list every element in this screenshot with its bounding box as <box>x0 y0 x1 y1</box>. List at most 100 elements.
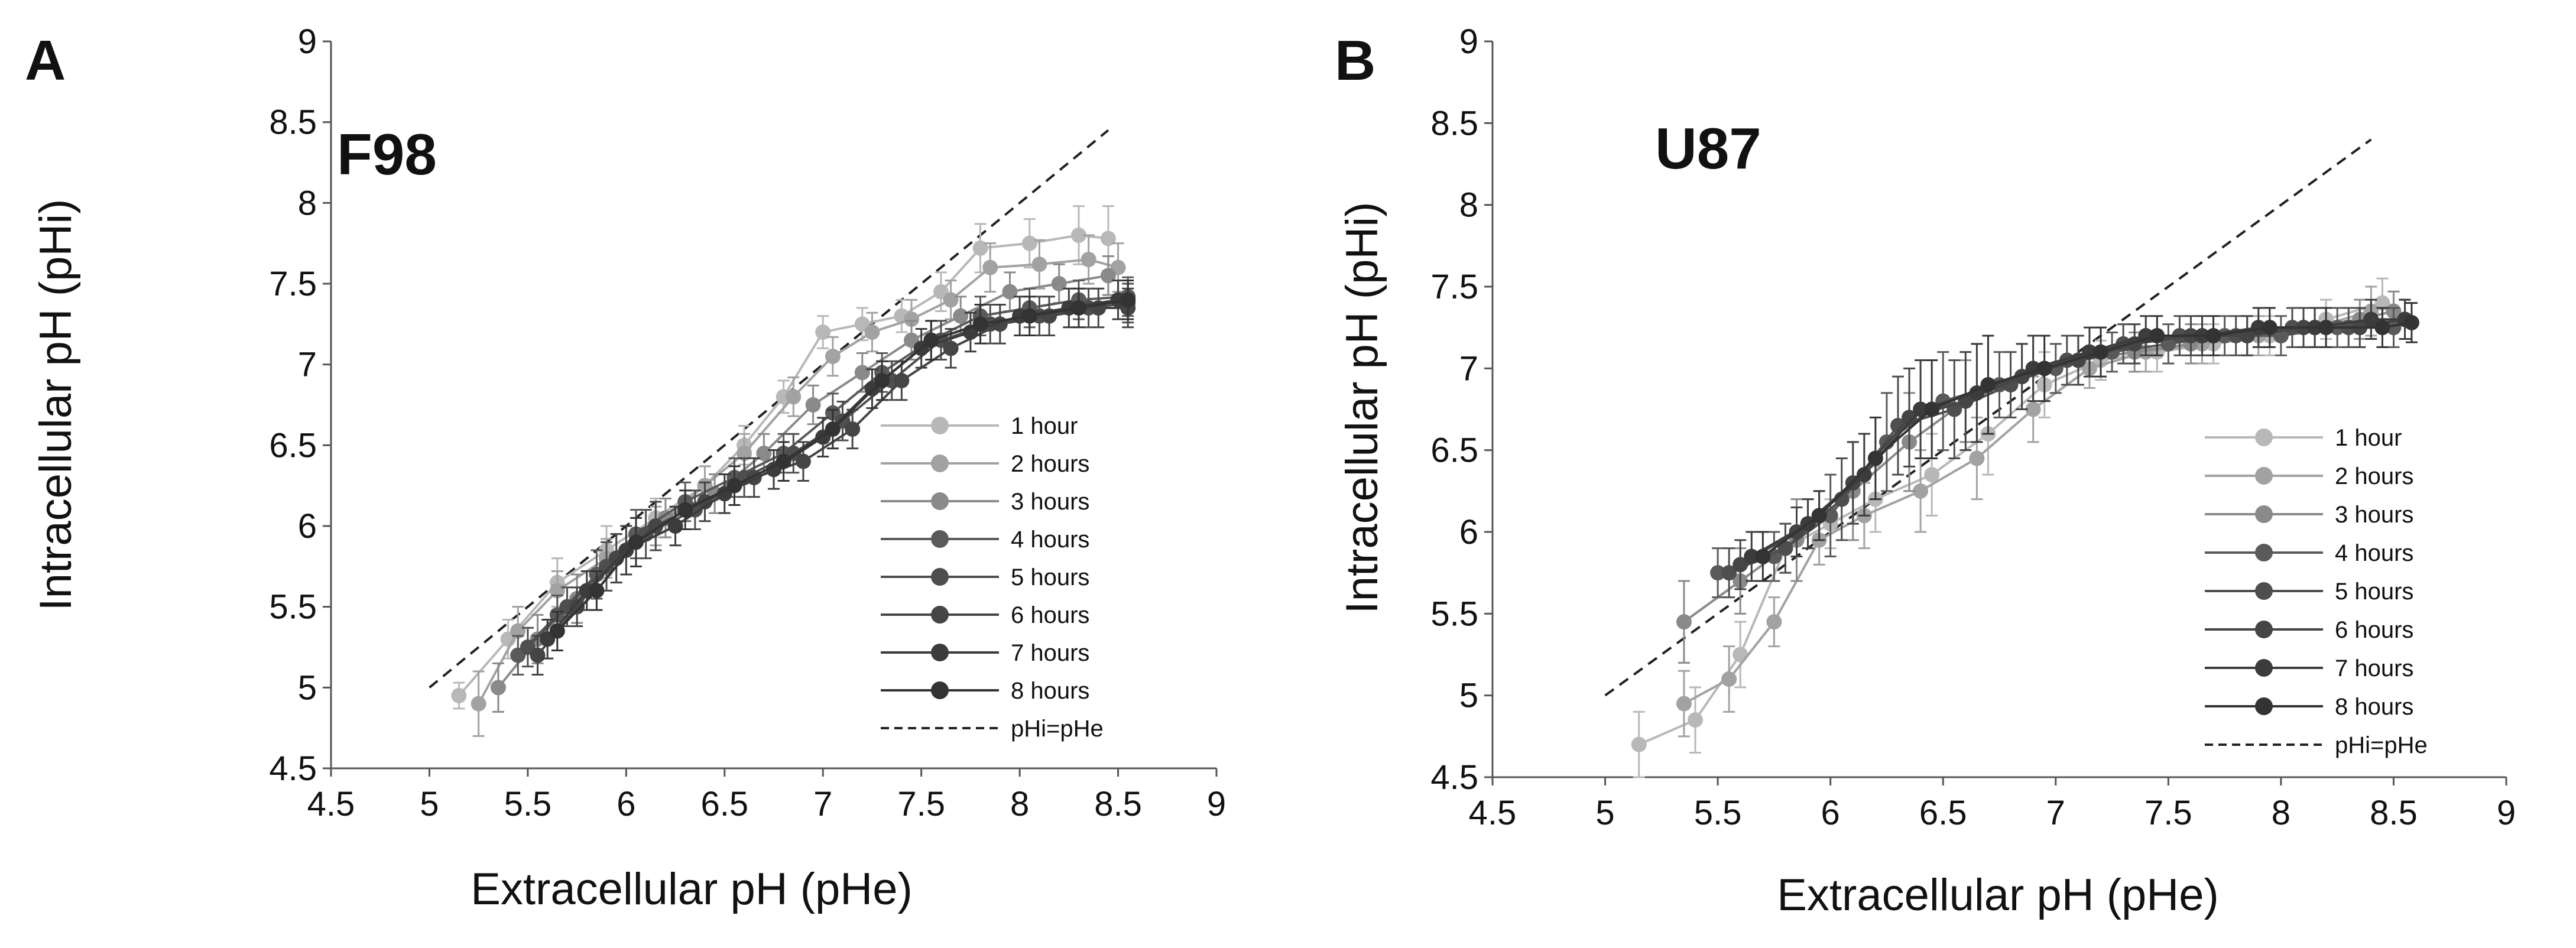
legend-label: 1 hour <box>2335 425 2402 451</box>
y-tick-label: 9 <box>298 22 317 61</box>
y-tick-label: 5.5 <box>269 588 317 626</box>
data-point <box>628 534 644 550</box>
legend-label: 4 hours <box>2335 540 2413 566</box>
legend-swatch-marker <box>2255 467 2273 485</box>
data-point <box>2149 328 2165 343</box>
data-point <box>776 453 791 469</box>
x-tick-label: 8 <box>2272 794 2291 832</box>
data-point <box>737 446 752 461</box>
series-line <box>458 233 1109 697</box>
data-point <box>1733 557 1748 573</box>
data-point <box>1710 565 1726 581</box>
legend-swatch-marker <box>931 644 949 661</box>
y-axis-label: Intracellular pH (pHi) <box>31 199 81 611</box>
data-point <box>1913 401 1929 417</box>
x-tick-label: 8.5 <box>1094 785 1142 823</box>
x-axis-label: Extracellular pH (pHe) <box>471 864 913 914</box>
data-point <box>1777 540 1793 556</box>
data-point <box>1021 235 1037 251</box>
legend-label: pHi=pHe <box>2335 732 2428 758</box>
data-point <box>471 696 486 712</box>
data-point <box>2250 320 2266 336</box>
legend-label: 7 hours <box>2335 655 2413 681</box>
data-point <box>1913 483 1929 499</box>
legend-swatch-marker <box>931 530 949 548</box>
x-tick-label: 4.5 <box>307 785 355 823</box>
data-point <box>2403 314 2419 330</box>
legend-label: 2 hours <box>2335 463 2413 489</box>
data-point <box>2386 320 2402 336</box>
legend-label: 6 hours <box>2335 617 2413 643</box>
data-point <box>1969 450 1985 466</box>
series-6-hours <box>530 287 1136 676</box>
data-point <box>1051 276 1067 291</box>
y-tick-label: 8 <box>1459 186 1478 225</box>
legend-label: 2 hours <box>1011 451 1089 477</box>
data-point <box>815 324 831 340</box>
data-point <box>845 421 861 437</box>
data-point <box>953 308 969 324</box>
y-axis-label: Intracellular pH (pHi) <box>1337 202 1387 614</box>
legend: 1 hour 2 hours 3 hours 4 hours 5 hours 6 hour… <box>881 413 1104 742</box>
data-point <box>1021 308 1037 324</box>
data-point <box>490 680 506 696</box>
series-8-hours <box>1755 302 2419 582</box>
legend-swatch-marker <box>931 417 949 434</box>
data-point <box>1676 696 1692 712</box>
y-tick-label: 8.5 <box>269 103 317 142</box>
y-tick-label: 6 <box>298 507 317 546</box>
data-point <box>549 583 565 599</box>
legend-swatch-marker <box>2255 428 2273 446</box>
data-point <box>726 478 742 494</box>
data-point <box>1856 467 1872 483</box>
data-point <box>1867 450 1883 466</box>
legend-swatch-marker <box>931 681 949 699</box>
y-tick-label: 9 <box>1459 22 1478 61</box>
data-point <box>2262 320 2277 336</box>
series-4-hours <box>1710 307 2402 599</box>
y-tick-label: 7 <box>1459 349 1478 388</box>
data-point <box>756 446 772 461</box>
data-point <box>1766 614 1782 630</box>
y-tick-label: 7.5 <box>269 265 317 303</box>
data-point <box>2025 401 2041 417</box>
panel-letter: B <box>1335 29 1375 92</box>
data-point <box>795 453 811 469</box>
y-tick-label: 5 <box>298 668 317 707</box>
legend-label: 8 hours <box>2335 694 2413 720</box>
data-point <box>2318 320 2334 336</box>
series-6-hours <box>1733 298 2413 590</box>
data-point <box>667 518 683 534</box>
data-point <box>982 259 998 275</box>
data-point <box>2363 311 2379 327</box>
data-point <box>923 332 939 348</box>
x-tick-label: 5 <box>420 785 439 823</box>
y-tick-label: 7.5 <box>1430 268 1478 306</box>
data-point <box>972 240 988 256</box>
data-point <box>1980 377 1996 392</box>
x-tick-label: 6 <box>1821 794 1840 832</box>
legend-swatch-marker <box>931 568 949 586</box>
data-point <box>972 316 988 332</box>
x-axis-label: Extracellular pH (pHe) <box>1777 870 2219 920</box>
legend: 1 hour 2 hours 3 hours 4 hours 5 hours 6 hour… <box>2205 425 2428 758</box>
data-point <box>943 292 959 308</box>
x-tick-label: 5 <box>1595 794 1614 832</box>
legend-label: 6 hours <box>1011 602 1089 628</box>
series-line <box>1683 310 2394 623</box>
y-tick-label: 8.5 <box>1430 104 1478 142</box>
data-point <box>2374 320 2390 336</box>
legend-label: pHi=pHe <box>1011 716 1104 742</box>
x-tick-label: 9 <box>2497 794 2516 832</box>
data-point <box>825 349 841 364</box>
panel-b: B U87 4.5 5 5.5 6 6.5 7 7.5 8 8.5 9 4.5 5 5.5 6 6.5 7 7.5 8… <box>1335 22 2516 920</box>
series-8-hours <box>549 280 1136 651</box>
y-tick-label: 6.5 <box>269 426 317 465</box>
legend-label: 5 hours <box>1011 564 1089 590</box>
chart-title: F98 <box>337 122 437 187</box>
data-point <box>825 421 841 437</box>
legend-swatch-marker <box>2255 659 2273 677</box>
data-point <box>943 340 959 356</box>
y-tick-label: 8 <box>298 184 317 222</box>
data-point <box>648 518 664 534</box>
